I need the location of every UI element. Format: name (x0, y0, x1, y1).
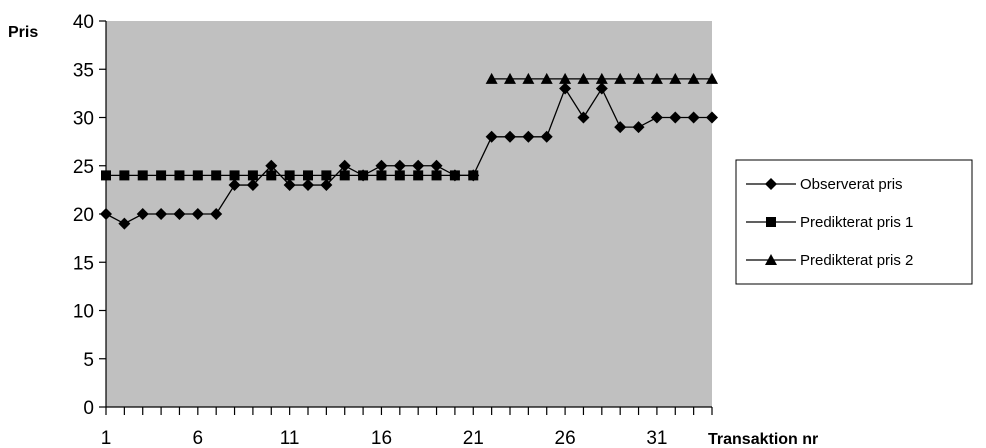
data-point (266, 170, 277, 181)
data-point (706, 72, 718, 84)
data-point (431, 170, 442, 181)
data-point (137, 170, 148, 181)
data-point (504, 130, 516, 143)
data-point (504, 72, 516, 84)
data-point (468, 170, 479, 181)
data-point (650, 72, 663, 84)
data-point (173, 208, 186, 220)
data-point (687, 72, 700, 84)
y-tick-label: 0 (83, 398, 94, 419)
data-point (302, 179, 314, 192)
data-point (650, 111, 663, 124)
data-point (632, 121, 645, 134)
y-tick-label: 30 (73, 109, 94, 130)
y-tick-label: 25 (73, 157, 94, 178)
data-point (559, 82, 572, 95)
data-point (118, 217, 131, 230)
data-point (540, 130, 553, 143)
data-point (101, 170, 111, 181)
data-point (449, 170, 460, 181)
data-point (265, 159, 278, 172)
x-tick-label: 16 (371, 428, 392, 448)
data-point (540, 72, 553, 84)
data-point (211, 170, 222, 181)
data-point (669, 72, 682, 84)
data-point (192, 170, 203, 181)
data-point (320, 179, 333, 192)
data-point (174, 170, 185, 181)
data-point (155, 208, 168, 220)
data-point (595, 72, 608, 84)
series-line (105, 87, 712, 225)
x-axis-title: Transaktion nr (708, 431, 818, 448)
data-point (210, 208, 223, 220)
x-tick-label: 11 (280, 428, 300, 448)
data-point (412, 159, 425, 172)
x-ticks: 1 6 11 16 21 26 31 (101, 407, 713, 448)
data-point (632, 72, 645, 84)
data-point (358, 170, 369, 181)
legend-marker (766, 217, 776, 227)
data-point (522, 72, 535, 84)
legend-marker (765, 178, 777, 190)
data-point (577, 111, 590, 124)
x-tick-label: 6 (193, 428, 204, 448)
data-point (247, 170, 258, 181)
data-point (485, 72, 498, 84)
series-3 (485, 72, 718, 84)
legend-label: Predikterat pris 1 (800, 214, 913, 231)
data-point (485, 130, 498, 143)
x-tick-label: 26 (555, 428, 576, 448)
data-point (119, 170, 130, 181)
data-point (595, 82, 608, 95)
legend-marker (765, 254, 777, 265)
data-point (614, 72, 627, 84)
data-point (283, 179, 296, 192)
data-point (577, 72, 590, 84)
legend-label: Predikterat pris 2 (800, 252, 913, 269)
data-point (100, 208, 112, 220)
data-point (706, 111, 718, 124)
data-point (376, 170, 387, 181)
data-point (394, 170, 405, 181)
legend: Observerat pris Predikterat pris 1 Predikt… (735, 159, 973, 285)
x-tick-label: 1 (101, 428, 112, 448)
data-point (136, 208, 149, 220)
y-tick-label: 20 (73, 205, 94, 226)
y-tick-label: 35 (73, 60, 94, 81)
x-tick-label: 21 (463, 428, 484, 448)
series-group (100, 72, 718, 230)
data-point (229, 170, 240, 181)
data-point (375, 159, 388, 172)
data-point (430, 159, 443, 172)
y-axis-title: Pris (8, 24, 38, 41)
data-point (393, 159, 406, 172)
data-point (303, 170, 313, 181)
data-point (284, 170, 295, 181)
legend-label: Observerat pris (800, 176, 903, 193)
y-tick-label: 10 (73, 302, 94, 323)
data-point (191, 208, 204, 220)
data-point (156, 170, 167, 181)
data-point (614, 121, 627, 134)
y-tick-label: 15 (73, 253, 94, 274)
y-ticks: 0 5 10 15 20 25 30 35 40 (73, 12, 106, 419)
y-tick-label: 40 (73, 12, 94, 33)
data-point (413, 170, 424, 181)
data-point (339, 170, 350, 181)
data-point (687, 111, 700, 124)
series-2 (101, 170, 479, 181)
data-point (338, 159, 351, 172)
data-point (228, 179, 241, 192)
y-tick-label: 5 (83, 350, 94, 371)
data-point (559, 72, 572, 84)
data-point (321, 170, 332, 181)
x-tick-label: 31 (646, 428, 667, 448)
data-point (522, 130, 535, 143)
data-point (246, 179, 259, 192)
data-point (669, 111, 682, 124)
